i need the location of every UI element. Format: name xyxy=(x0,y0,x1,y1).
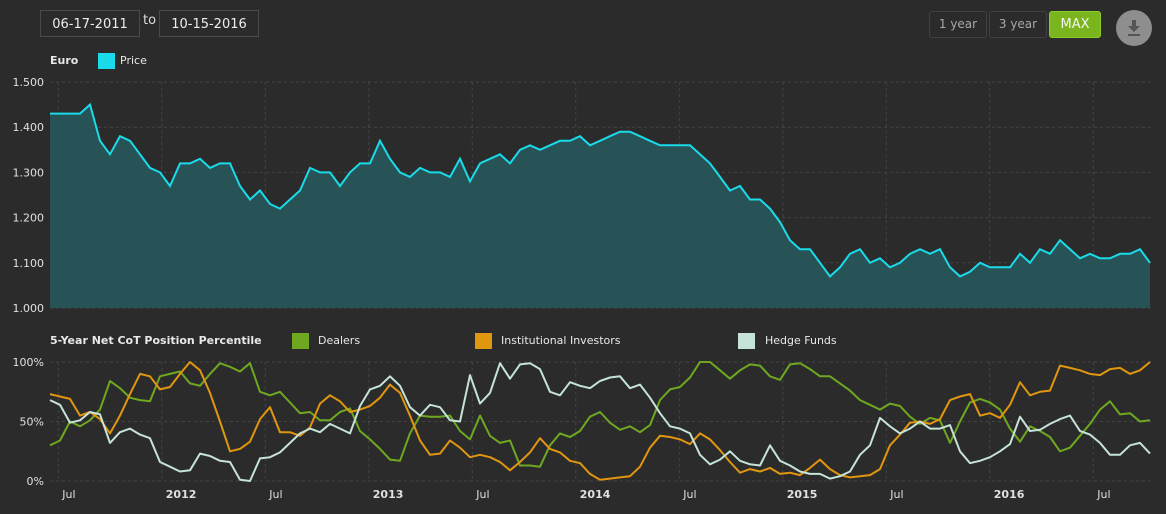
hedge-funds-legend-swatch xyxy=(738,333,755,349)
x-tick-label: 2016 xyxy=(994,488,1025,501)
x-tick-label: Jul xyxy=(268,488,282,501)
x-tick-label: 2015 xyxy=(787,488,818,501)
x-tick-label: Jul xyxy=(61,488,75,501)
price-y-tick-label: 1.200 xyxy=(13,212,45,225)
dealers-legend-swatch xyxy=(292,333,309,349)
price-y-tick-label: 1.400 xyxy=(13,121,45,134)
price-y-tick-label: 1.300 xyxy=(13,166,45,179)
x-tick-label: Jul xyxy=(1096,488,1110,501)
x-tick-label: 2013 xyxy=(373,488,404,501)
range-1-year-button[interactable]: 1 year xyxy=(929,11,987,38)
end-date-input[interactable]: 10-15-2016 xyxy=(159,10,259,37)
dealers-line xyxy=(49,361,1151,468)
institutional-legend-swatch xyxy=(475,333,492,349)
cot-y-tick-label: 100% xyxy=(13,356,44,369)
price-area-fill xyxy=(50,104,1150,308)
x-tick-label: Jul xyxy=(682,488,696,501)
price-line xyxy=(50,102,1151,278)
x-tick-label: 2014 xyxy=(580,488,611,501)
hedge-funds-line xyxy=(49,362,1151,482)
institutional-investors-line xyxy=(49,361,1151,481)
x-tick-label: 2012 xyxy=(166,488,197,501)
price-legend-swatch xyxy=(98,53,115,69)
download-icon xyxy=(1128,20,1140,36)
x-tick-label: Jul xyxy=(889,488,903,501)
x-tick-label: Jul xyxy=(475,488,489,501)
institutional-legend-label[interactable]: Institutional Investors xyxy=(501,334,621,347)
price-chart-title: Euro xyxy=(50,54,79,67)
dealers-legend-label[interactable]: Dealers xyxy=(318,334,361,347)
cot-chart-title: 5-Year Net CoT Position Percentile xyxy=(50,334,262,347)
price-y-tick-label: 1.000 xyxy=(13,302,45,315)
cot-y-tick-label: 50% xyxy=(20,416,44,429)
range-3-year-button[interactable]: 3 year xyxy=(989,11,1047,38)
range-max-button[interactable]: MAX xyxy=(1049,11,1101,38)
start-date-input[interactable]: 06-17-2011 xyxy=(40,10,140,37)
download-button[interactable] xyxy=(1116,10,1152,46)
price-y-tick-label: 1.100 xyxy=(13,257,45,270)
to-label: to xyxy=(143,13,157,28)
price-y-tick-label: 1.500 xyxy=(13,76,45,89)
price-legend-label[interactable]: Price xyxy=(120,54,147,67)
cot-y-tick-label: 0% xyxy=(27,475,44,488)
hedge-funds-legend-label[interactable]: Hedge Funds xyxy=(765,334,837,347)
